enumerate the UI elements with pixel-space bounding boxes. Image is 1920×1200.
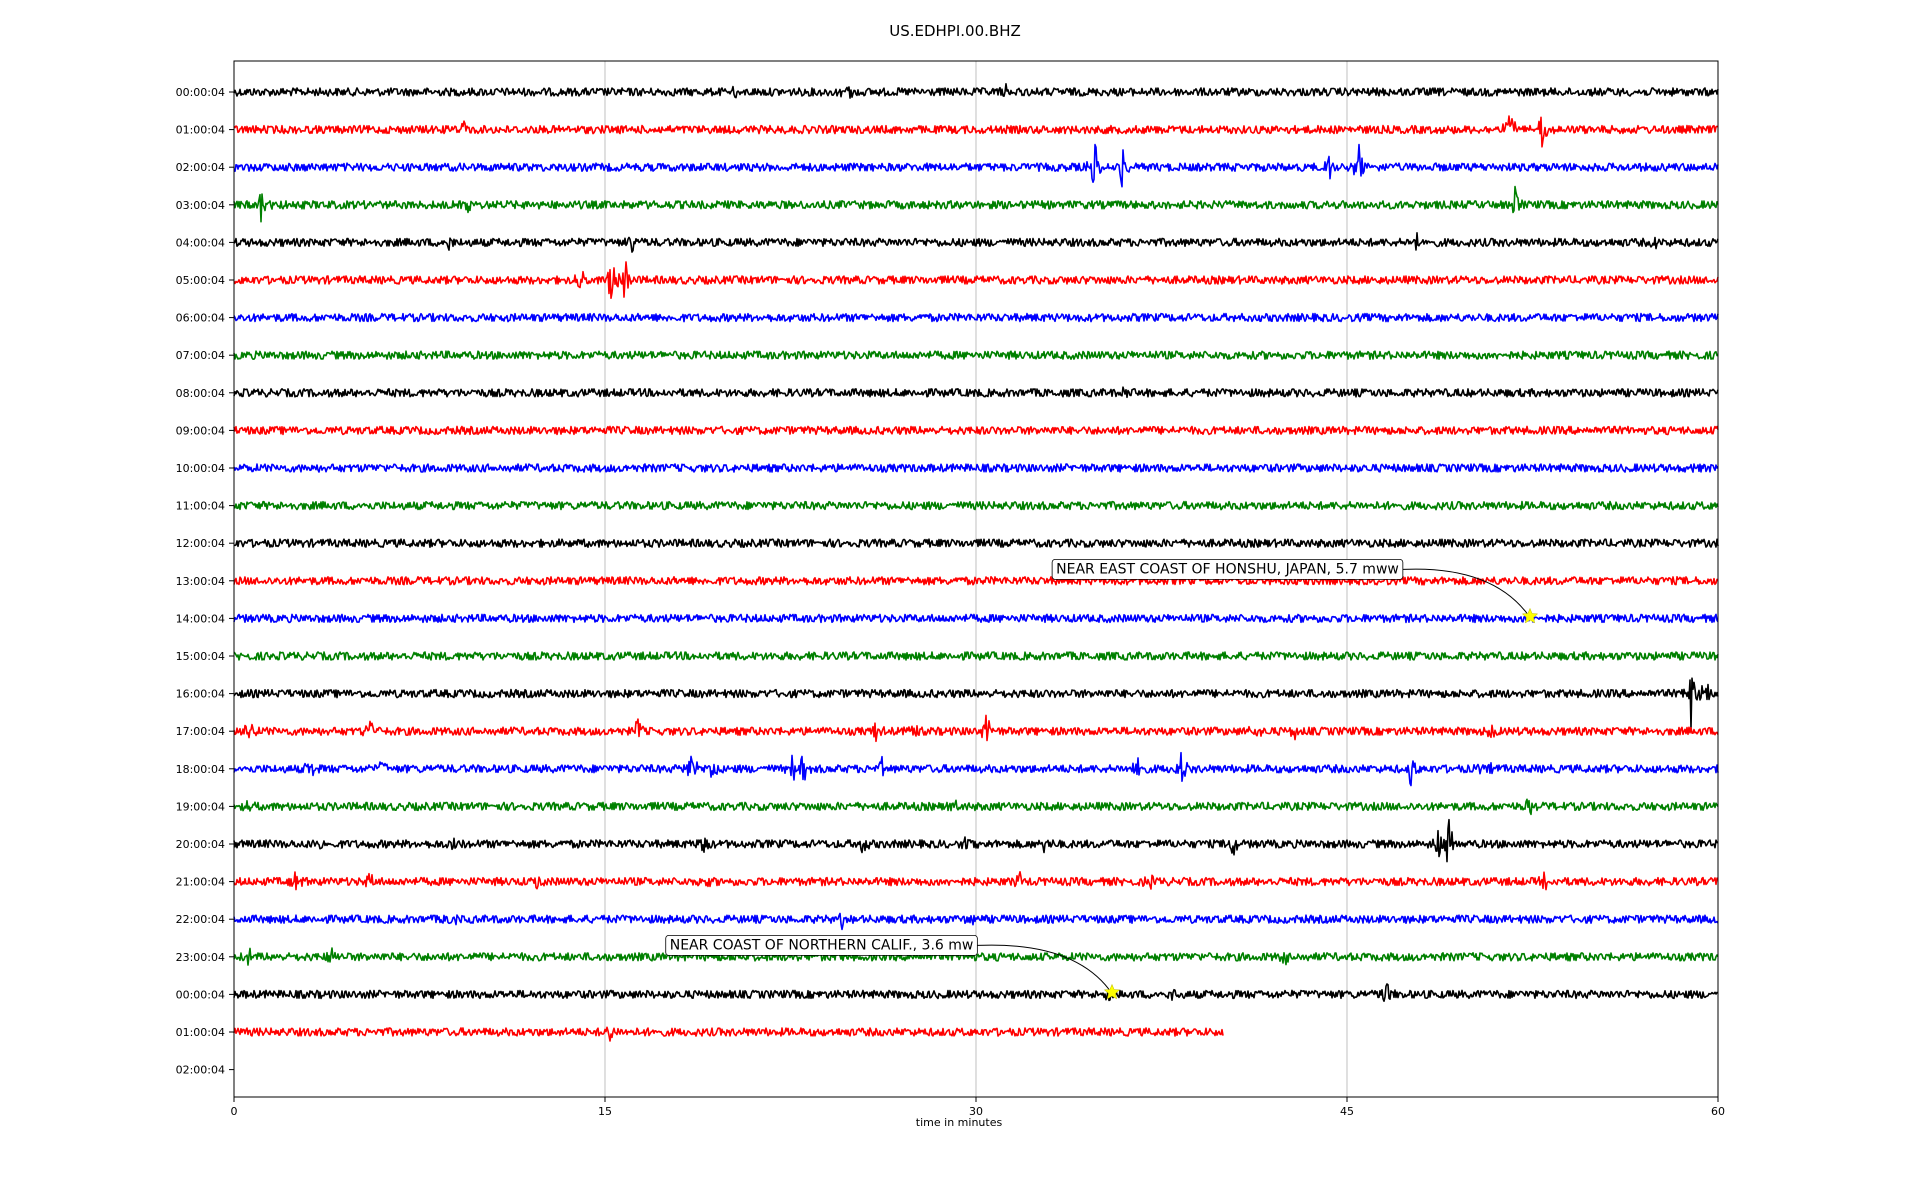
x-tick-label: 60 (1711, 1105, 1725, 1118)
trace-row (233, 798, 1719, 816)
y-tick-labels: 00:00:04 01:00:04 02:00:04 03:00:04 04:00:04… (176, 86, 234, 1077)
trace-row (233, 143, 1719, 188)
y-tick-label: 23:00:04 (176, 951, 225, 964)
event-annotation-connector (1402, 568, 1528, 614)
trace-row (233, 232, 1719, 253)
trace-row (233, 714, 1719, 743)
y-tick-label: 08:00:04 (176, 387, 225, 400)
x-axis-label: time in minutes (916, 1116, 1003, 1129)
y-tick-label: 00:00:04 (176, 86, 225, 99)
event-star-marker (1103, 983, 1121, 1000)
trace-row (233, 185, 1719, 223)
y-tick-label: 01:00:04 (176, 124, 225, 137)
y-tick-label: 13:00:04 (176, 575, 225, 588)
event-annotation: NEAR COAST OF NORTHERN CALIF., 3.6 mw (665, 935, 1121, 1000)
trace-row (233, 912, 1719, 931)
x-tick-label: 0 (231, 1105, 238, 1118)
y-tick-label: 07:00:04 (176, 349, 225, 362)
trace-row (233, 500, 1719, 511)
trace-row (233, 261, 1719, 299)
trace-row (233, 576, 1719, 586)
event-annotation-connector (977, 944, 1110, 990)
y-tick-label: 10:00:04 (176, 462, 225, 475)
trace-row (233, 312, 1719, 323)
y-tick-label: 11:00:04 (176, 500, 225, 513)
y-tick-label: 15:00:04 (176, 650, 225, 663)
y-tick-label: 14:00:04 (176, 612, 225, 625)
trace-row (233, 538, 1719, 548)
plot-frame (233, 60, 1719, 1098)
y-tick-label: 20:00:04 (176, 838, 225, 851)
chart-title: US.EDHPI.00.BHZ (889, 22, 1021, 40)
trace-row (233, 818, 1719, 863)
y-tick-label: 09:00:04 (176, 424, 225, 437)
trace-row (233, 947, 1719, 966)
y-tick-label: 05:00:04 (176, 274, 225, 287)
y-tick-label: 02:00:04 (176, 1064, 225, 1077)
y-tick-label: 22:00:04 (176, 913, 225, 926)
y-tick-label: 16:00:04 (176, 688, 225, 701)
trace-row (233, 751, 1719, 787)
event-star-marker (1521, 607, 1539, 624)
y-tick-label: 06:00:04 (176, 312, 225, 325)
y-tick-label: 01:00:04 (176, 1026, 225, 1039)
seismic-traces (233, 83, 1719, 1042)
trace-row (233, 350, 1719, 360)
x-tick-label: 45 (1340, 1105, 1354, 1118)
event-annotation-text: NEAR EAST COAST OF HONSHU, JAPAN, 5.7 mw… (1056, 561, 1399, 577)
trace-row (233, 651, 1719, 661)
trace-row (233, 115, 1719, 148)
x-tick-label: 15 (598, 1105, 612, 1118)
x-tick-labels: 0 15 30 45 60 (231, 1097, 1725, 1118)
event-annotations: NEAR EAST COAST OF HONSHU, JAPAN, 5.7 mw… (665, 559, 1539, 1000)
y-tick-label: 21:00:04 (176, 876, 225, 889)
event-annotation-text: NEAR COAST OF NORTHERN CALIF., 3.6 mw (670, 937, 974, 953)
trace-row (233, 83, 1719, 99)
trace-row (233, 386, 1719, 399)
trace-row (233, 871, 1719, 891)
trace-row (233, 1026, 1224, 1042)
y-tick-label: 19:00:04 (176, 800, 225, 813)
y-tick-label: 02:00:04 (176, 161, 225, 174)
y-tick-label: 04:00:04 (176, 236, 225, 249)
y-tick-label: 17:00:04 (176, 725, 225, 738)
y-tick-label: 03:00:04 (176, 199, 225, 212)
y-tick-label: 00:00:04 (176, 988, 225, 1001)
trace-row (233, 463, 1719, 473)
trace-row (233, 677, 1719, 729)
x-tick-label: 30 (969, 1105, 983, 1118)
trace-row (233, 613, 1719, 624)
y-tick-label: 18:00:04 (176, 763, 225, 776)
y-tick-label: 12:00:04 (176, 537, 225, 550)
trace-row (233, 425, 1719, 436)
event-annotation: NEAR EAST COAST OF HONSHU, JAPAN, 5.7 mw… (1051, 559, 1539, 624)
trace-row (233, 983, 1719, 1002)
